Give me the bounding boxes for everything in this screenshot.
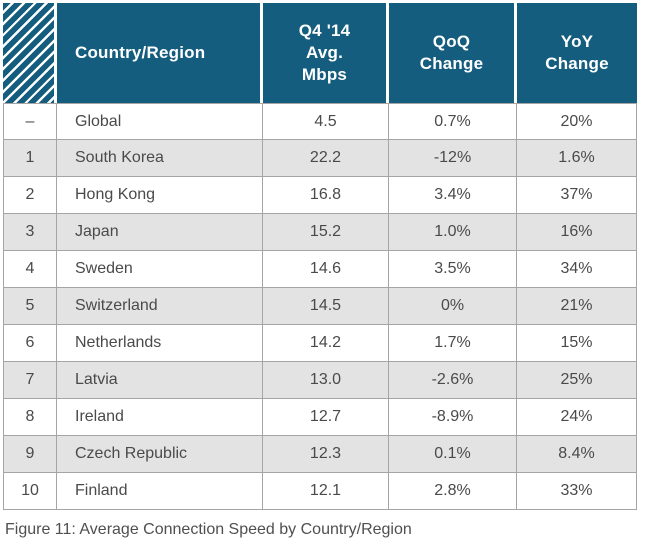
header-country-region: Country/Region <box>57 3 263 103</box>
cell-q4-avg-mbps: 13.0 <box>263 362 389 399</box>
cell-qoq-change: 3.5% <box>389 251 517 288</box>
table-row-czech-republic: 9 Czech Republic 12.3 0.1% 8.4% <box>3 436 637 473</box>
cell-qoq-change: 0% <box>389 288 517 325</box>
cell-qoq-change: 0.7% <box>389 103 517 140</box>
cell-q4-avg-mbps: 14.5 <box>263 288 389 325</box>
table-row-japan: 3 Japan 15.2 1.0% 16% <box>3 214 637 251</box>
cell-qoq-change: 0.1% <box>389 436 517 473</box>
cell-country: Czech Republic <box>57 436 263 473</box>
cell-q4-avg-mbps: 16.8 <box>263 177 389 214</box>
cell-country: Global <box>57 103 263 140</box>
cell-qoq-change: 1.7% <box>389 325 517 362</box>
header-row: Country/Region Q4 '14 Avg. Mbps QoQ Chan… <box>3 3 637 103</box>
cell-yoy-change: 33% <box>517 473 637 510</box>
cell-country: Switzerland <box>57 288 263 325</box>
cell-rank: 8 <box>3 399 57 436</box>
cell-qoq-change: 3.4% <box>389 177 517 214</box>
table-row-ireland: 8 Ireland 12.7 -8.9% 24% <box>3 399 637 436</box>
cell-country: Finland <box>57 473 263 510</box>
cell-yoy-change: 1.6% <box>517 140 637 177</box>
table-row-hong-kong: 2 Hong Kong 16.8 3.4% 37% <box>3 177 637 214</box>
header-qoq-change: QoQ Change <box>389 3 517 103</box>
table-row-latvia: 7 Latvia 13.0 -2.6% 25% <box>3 362 637 399</box>
cell-yoy-change: 25% <box>517 362 637 399</box>
cell-q4-avg-mbps: 22.2 <box>263 140 389 177</box>
cell-yoy-change: 16% <box>517 214 637 251</box>
cell-rank: 9 <box>3 436 57 473</box>
cell-yoy-change: 15% <box>517 325 637 362</box>
table-row-switzerland: 5 Switzerland 14.5 0% 21% <box>3 288 637 325</box>
table-header: Country/Region Q4 '14 Avg. Mbps QoQ Chan… <box>3 3 637 103</box>
figure-caption: Figure 11: Average Connection Speed by C… <box>5 521 412 538</box>
cell-q4-avg-mbps: 14.2 <box>263 325 389 362</box>
cell-q4-avg-mbps: 12.7 <box>263 399 389 436</box>
table-row-south-korea: 1 South Korea 22.2 -12% 1.6% <box>3 140 637 177</box>
cell-q4-avg-mbps: 12.1 <box>263 473 389 510</box>
cell-yoy-change: 8.4% <box>517 436 637 473</box>
table-body: – Global 4.5 0.7% 20% 1 South Korea 22.2… <box>3 103 637 510</box>
table-row-netherlands: 6 Netherlands 14.2 1.7% 15% <box>3 325 637 362</box>
cell-rank: 10 <box>3 473 57 510</box>
cell-qoq-change: -2.6% <box>389 362 517 399</box>
cell-rank: 1 <box>3 140 57 177</box>
cell-q4-avg-mbps: 14.6 <box>263 251 389 288</box>
cell-country: Netherlands <box>57 325 263 362</box>
cell-yoy-change: 21% <box>517 288 637 325</box>
cell-country: Ireland <box>57 399 263 436</box>
cell-rank: 5 <box>3 288 57 325</box>
cell-country: Sweden <box>57 251 263 288</box>
cell-yoy-change: 24% <box>517 399 637 436</box>
cell-rank: 6 <box>3 325 57 362</box>
cell-q4-avg-mbps: 15.2 <box>263 214 389 251</box>
hatched-corner-cell <box>3 3 57 103</box>
cell-country: Japan <box>57 214 263 251</box>
header-q4-avg-mbps: Q4 '14 Avg. Mbps <box>263 3 389 103</box>
cell-rank: 7 <box>3 362 57 399</box>
cell-qoq-change: -12% <box>389 140 517 177</box>
table-row-sweden: 4 Sweden 14.6 3.5% 34% <box>3 251 637 288</box>
table-row-finland: 10 Finland 12.1 2.8% 33% <box>3 473 637 510</box>
table-row-global: – Global 4.5 0.7% 20% <box>3 103 637 140</box>
cell-rank: 3 <box>3 214 57 251</box>
cell-yoy-change: 37% <box>517 177 637 214</box>
cell-country: Latvia <box>57 362 263 399</box>
cell-country: Hong Kong <box>57 177 263 214</box>
cell-qoq-change: -8.9% <box>389 399 517 436</box>
cell-yoy-change: 34% <box>517 251 637 288</box>
cell-yoy-change: 20% <box>517 103 637 140</box>
cell-rank: 4 <box>3 251 57 288</box>
cell-q4-avg-mbps: 4.5 <box>263 103 389 140</box>
cell-qoq-change: 1.0% <box>389 214 517 251</box>
cell-country: South Korea <box>57 140 263 177</box>
header-yoy-change: YoY Change <box>517 3 637 103</box>
cell-rank: – <box>3 103 57 140</box>
cell-q4-avg-mbps: 12.3 <box>263 436 389 473</box>
cell-rank: 2 <box>3 177 57 214</box>
cell-qoq-change: 2.8% <box>389 473 517 510</box>
connection-speed-table: Country/Region Q4 '14 Avg. Mbps QoQ Chan… <box>3 3 637 510</box>
